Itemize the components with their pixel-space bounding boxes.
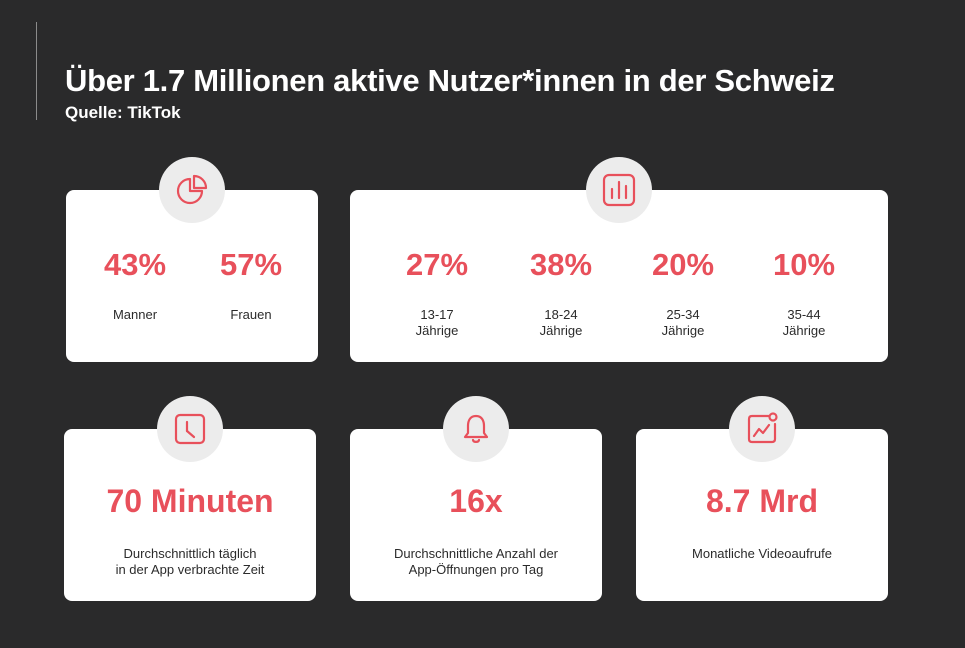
stat-value: 8.7 Mrd: [705, 483, 819, 519]
opens-stat: 16x Durchschnittliche Anzahl der App-Öff…: [394, 482, 558, 578]
opens-badge: [443, 396, 509, 462]
stat-label: Frauen: [230, 307, 272, 322]
gender-badge: [159, 157, 225, 223]
bar-chart-icon: [602, 173, 636, 207]
age-stat-35-44: 10% 35-44 Jährige: [773, 247, 835, 339]
stat-label: 25-34: [666, 307, 700, 322]
stat-value: 38%: [529, 247, 593, 282]
source-label: Quelle: TikTok: [65, 103, 181, 122]
stat-label-sub: Jährige: [415, 323, 459, 338]
clock-icon: [174, 413, 206, 445]
stat-value: 20%: [651, 247, 715, 282]
stat-label-sub: Jährige: [661, 323, 705, 338]
stat-label: 13-17: [420, 307, 454, 322]
views-badge: [729, 396, 795, 462]
stat-label: Manner: [112, 307, 158, 322]
time-badge: [157, 396, 223, 462]
gender-stat-male: 43% Manner: [104, 247, 166, 323]
stat-value: 16x: [449, 483, 503, 519]
stat-description-sub: in der App verbrachte Zeit: [115, 562, 265, 577]
age-stat-13-17: 27% 13-17 Jährige: [406, 247, 468, 339]
age-stat-18-24: 38% 18-24 Jährige: [530, 247, 592, 339]
stat-value: 10%: [772, 247, 836, 282]
age-stat-25-34: 20% 25-34 Jährige: [652, 247, 714, 339]
pie-chart-icon: [176, 174, 208, 205]
age-badge: [586, 157, 652, 223]
page-title: Über 1.7 Millionen aktive Nutzer*innen i…: [65, 63, 835, 98]
stat-label-sub: Jährige: [539, 323, 583, 338]
time-stat: 70 Minuten Durchschnittlich täglich in d…: [106, 482, 273, 578]
bell-icon: [463, 414, 489, 443]
stat-value: 43%: [103, 247, 167, 282]
stat-value: 70 Minuten: [106, 483, 274, 519]
stat-value: 27%: [405, 247, 469, 282]
gender-stat-female: 57% Frauen: [220, 247, 282, 323]
stat-description-sub: App-Öffnungen pro Tag: [408, 562, 544, 577]
trend-chart-icon: [747, 412, 778, 444]
stat-label-sub: Jährige: [782, 323, 826, 338]
stat-label: 35-44: [787, 307, 821, 322]
stat-description: Monatliche Videoaufrufe: [692, 546, 832, 561]
stat-description: Durchschnittlich täglich: [123, 546, 257, 561]
divider-line: [36, 22, 37, 120]
stat-description: Durchschnittliche Anzahl der: [393, 546, 559, 561]
stat-label: 18-24: [544, 307, 578, 322]
views-stat: 8.7 Mrd Monatliche Videoaufrufe: [692, 482, 832, 562]
stat-value: 57%: [219, 247, 283, 282]
